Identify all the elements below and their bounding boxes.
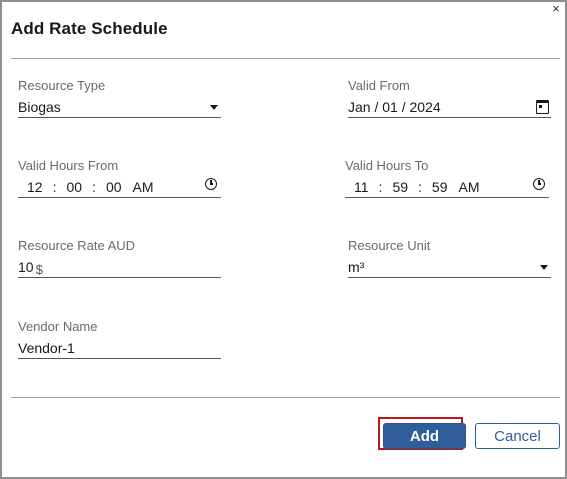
time-separator: : bbox=[52, 179, 57, 195]
vendor-name-input[interactable]: Vendor-1 bbox=[18, 338, 221, 359]
resource-type-label: Resource Type bbox=[18, 78, 106, 93]
resource-unit-label: Resource Unit bbox=[348, 238, 431, 253]
minute-segment[interactable]: 59 bbox=[392, 179, 409, 195]
valid-hours-to-field: Valid Hours To 11 : 59 : 59 AM bbox=[345, 158, 549, 198]
resource-rate-value: 10 bbox=[18, 259, 34, 275]
resource-type-field: Resource Type Biogas bbox=[18, 78, 221, 118]
dialog-title: Add Rate Schedule bbox=[11, 19, 168, 38]
vendor-name-label: Vendor Name bbox=[18, 319, 98, 334]
clock-icon[interactable] bbox=[205, 178, 217, 190]
vendor-name-value: Vendor-1 bbox=[18, 340, 75, 356]
ampm-segment[interactable]: AM bbox=[132, 179, 154, 195]
resource-unit-field: Resource Unit m³ bbox=[348, 238, 551, 278]
second-segment[interactable]: 59 bbox=[431, 179, 448, 195]
time-separator: : bbox=[418, 179, 422, 195]
vendor-name-field: Vendor Name Vendor-1 bbox=[18, 319, 221, 359]
resource-rate-field: Resource Rate AUD 10 $ bbox=[18, 238, 221, 278]
valid-hours-from-field: Valid Hours From 12 : 00 : 00 AM bbox=[18, 158, 221, 198]
valid-from-label: Valid From bbox=[348, 78, 410, 93]
valid-hours-from-label: Valid Hours From bbox=[18, 158, 119, 173]
resource-type-value: Biogas bbox=[18, 99, 61, 115]
valid-hours-from-time-input[interactable]: 12 : 00 : 00 AM bbox=[18, 177, 221, 198]
clock-icon[interactable] bbox=[533, 178, 545, 190]
resource-rate-label: Resource Rate AUD bbox=[18, 238, 136, 253]
valid-hours-to-label: Valid Hours To bbox=[345, 158, 429, 173]
valid-hours-to-time-input[interactable]: 11 : 59 : 59 AM bbox=[345, 177, 549, 198]
hour-segment[interactable]: 12 bbox=[27, 179, 43, 195]
valid-from-field: Valid From Jan / 01 / 2024 bbox=[348, 78, 551, 118]
valid-from-date-input[interactable]: Jan / 01 / 2024 bbox=[348, 97, 551, 118]
ampm-segment[interactable]: AM bbox=[458, 179, 480, 195]
hour-segment[interactable]: 11 bbox=[354, 179, 369, 195]
valid-from-value: Jan / 01 / 2024 bbox=[348, 99, 441, 115]
resource-rate-input[interactable]: 10 $ bbox=[18, 257, 221, 278]
chevron-down-icon[interactable] bbox=[210, 105, 218, 110]
second-segment[interactable]: 00 bbox=[105, 179, 122, 195]
chevron-down-icon[interactable] bbox=[540, 265, 548, 270]
minute-segment[interactable]: 00 bbox=[66, 179, 83, 195]
calendar-icon[interactable] bbox=[536, 100, 549, 114]
divider-top bbox=[11, 58, 560, 59]
time-separator: : bbox=[92, 179, 96, 195]
resource-unit-select[interactable]: m³ bbox=[348, 257, 551, 278]
resource-type-select[interactable]: Biogas bbox=[18, 97, 221, 118]
add-button[interactable]: Add bbox=[383, 423, 466, 449]
dollar-icon: $ bbox=[35, 261, 43, 277]
close-icon[interactable]: × bbox=[552, 1, 560, 16]
resource-unit-value: m³ bbox=[348, 259, 365, 275]
cancel-button[interactable]: Cancel bbox=[475, 423, 560, 449]
divider-bottom bbox=[11, 397, 560, 398]
time-separator: : bbox=[378, 179, 383, 195]
